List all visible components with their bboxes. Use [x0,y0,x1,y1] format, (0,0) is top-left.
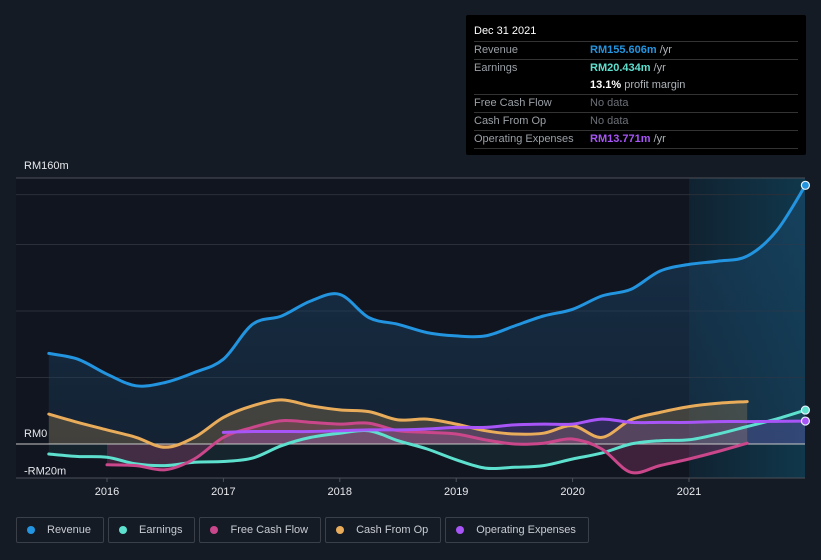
tooltip-value-number: RM20.434m [590,62,651,74]
series-lines [47,183,805,475]
tooltip-row-label: Free Cash Flow [474,97,552,109]
y-tick-label: -RM20m [24,465,66,477]
tooltip-value-unit: /yr [656,44,672,56]
x-tick-label: 2017 [211,486,235,498]
x-tick-label: 2021 [677,486,701,498]
tooltip-row: Revenue RM155.606m /yr [474,42,798,60]
tooltip-value-unit: /yr [650,133,666,145]
earnings-end-marker[interactable] [800,405,811,415]
legend-label: Revenue [47,524,92,536]
x-tick-label: 2016 [95,486,119,498]
tooltip-date: Dec 31 2021 [474,23,798,42]
revenue-area [48,185,805,444]
revenue-end-marker[interactable] [800,180,811,190]
operating-expenses-area [223,419,805,444]
x-tick-label: 2019 [444,486,468,498]
legend-item-operating-expenses[interactable]: Operating Expenses [445,517,589,543]
tooltip-value-unit: /yr [650,62,666,74]
series-areas [48,185,805,473]
tooltip-row: Cash From Op No data [474,113,798,131]
x-tick-label: 2020 [560,486,584,498]
tooltip-row-label: Operating Expenses [474,133,574,145]
x-tick-label: 2018 [328,486,352,498]
y-tick-label: RM0 [24,428,47,440]
legend-label: Free Cash Flow [230,524,309,536]
legend-item-free-cash-flow[interactable]: Free Cash Flow [199,517,322,543]
tooltip-row-value: No data [590,113,629,130]
legend-item-revenue[interactable]: Revenue [16,517,105,543]
cash-from-op-line [47,398,749,449]
legend-dot-icon [456,526,465,534]
tooltip-row: 13.1% profit margin [474,77,798,95]
tooltip-row: Operating Expenses RM13.771m /yr [474,131,798,149]
earnings-area [48,410,805,469]
tooltip-row: Earnings RM20.434m /yr [474,60,798,77]
operating-expenses-end-marker[interactable] [800,416,811,426]
revenue-line [47,183,805,388]
y-axis-labels: RM160m RM0 -RM20m [24,160,69,477]
tooltip-row-label [474,77,590,94]
tooltip-value-number: No data [590,97,629,109]
legend-item-earnings[interactable]: Earnings [108,517,196,543]
end-markers [800,180,811,426]
tooltip-value-number: 13.1% [590,79,622,91]
tooltip-row-value: 13.1% profit margin [590,77,685,94]
tooltip-row-label: Cash From Op [474,115,547,127]
operating-expenses-line [221,417,805,434]
chart-canvas: RM160m RM0 -RM20m 2016 2017 2018 2019 2020 2021 [16,160,811,498]
tooltip-row-value: No data [590,95,629,112]
tooltip-row-label: Earnings [474,62,518,74]
tooltip-row-value: RM155.606m /yr [590,42,672,59]
legend-item-cash-from-op[interactable]: Cash From Op [325,517,442,543]
tooltip-value-unit: profit margin [621,79,686,91]
y-tick-label: RM160m [24,160,69,172]
legend-dot-icon [210,526,219,534]
earnings-line [47,408,805,471]
tooltip-value-number: No data [590,115,629,127]
free-cash-flow-area [107,420,748,473]
free-cash-flow-line [105,419,749,475]
x-axis-labels: 2016 2017 2018 2019 2020 2021 [95,478,701,498]
tooltip-value-number: RM13.771m [590,133,651,145]
legend-dot-icon [119,526,128,534]
legend-label: Operating Expenses [476,524,576,536]
tooltip-row-label: Revenue [474,44,519,56]
legend-dot-icon [27,526,35,534]
legend-dot-icon [336,526,345,534]
tooltip-row-value: RM13.771m /yr [590,131,666,148]
legend-label: Cash From Op [356,524,429,536]
tooltip-row-value: RM20.434m /yr [590,60,666,77]
tooltip-panel: Dec 31 2021 Revenue RM155.606m /yr Earning… [466,15,806,155]
legend: Revenue Earnings Free Cash Flow Cash From O… [16,517,589,543]
tooltip-value-number: RM155.606m [590,44,657,56]
tooltip-row: Free Cash Flow No data [474,95,798,113]
cash-from-op-area [48,399,748,448]
legend-label: Earnings [139,524,183,536]
